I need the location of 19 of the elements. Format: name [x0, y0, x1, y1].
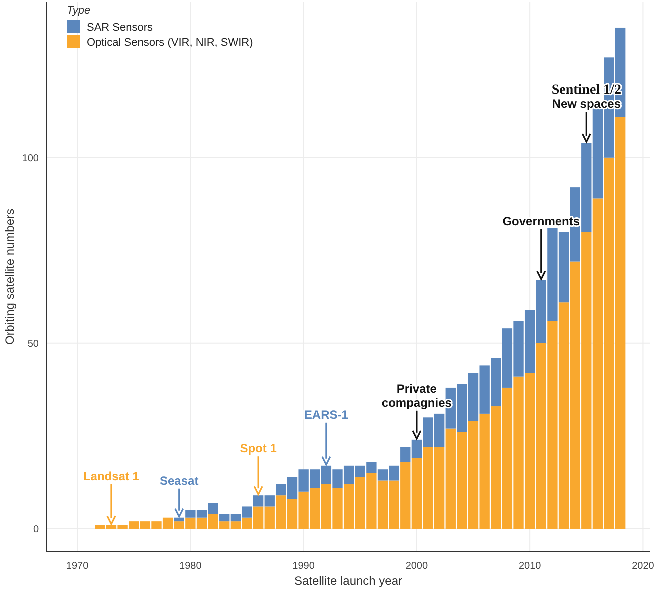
legend-label: SAR Sensors — [87, 22, 154, 34]
x-tick-label: 1980 — [180, 561, 202, 572]
bar — [174, 518, 184, 522]
legend-label: Optical Sensors (VIR, NIR, SWIR) — [87, 37, 254, 49]
annotation: Spot 1 — [240, 442, 278, 456]
y-tick-label: 100 — [22, 153, 40, 164]
y-tick-label: 50 — [28, 338, 40, 350]
x-tick-label: 2000 — [406, 561, 429, 572]
legend-title: Type — [67, 5, 91, 17]
x-tick-label: 2010 — [518, 561, 542, 572]
x-tick-label: 1970 — [66, 561, 90, 572]
annotation: Seasat — [160, 474, 199, 488]
y-axis-title: Orbiting satellite numbers — [3, 208, 17, 346]
y-tick-label: 0 — [33, 524, 40, 536]
x-tick-label: 2020 — [632, 561, 655, 572]
annotation: EARS-1 — [304, 408, 349, 422]
annotation: Landsat 1 — [83, 469, 140, 484]
x-axis-title: Satellite launch year — [294, 574, 403, 588]
x-tick-label: 1990 — [292, 561, 316, 572]
